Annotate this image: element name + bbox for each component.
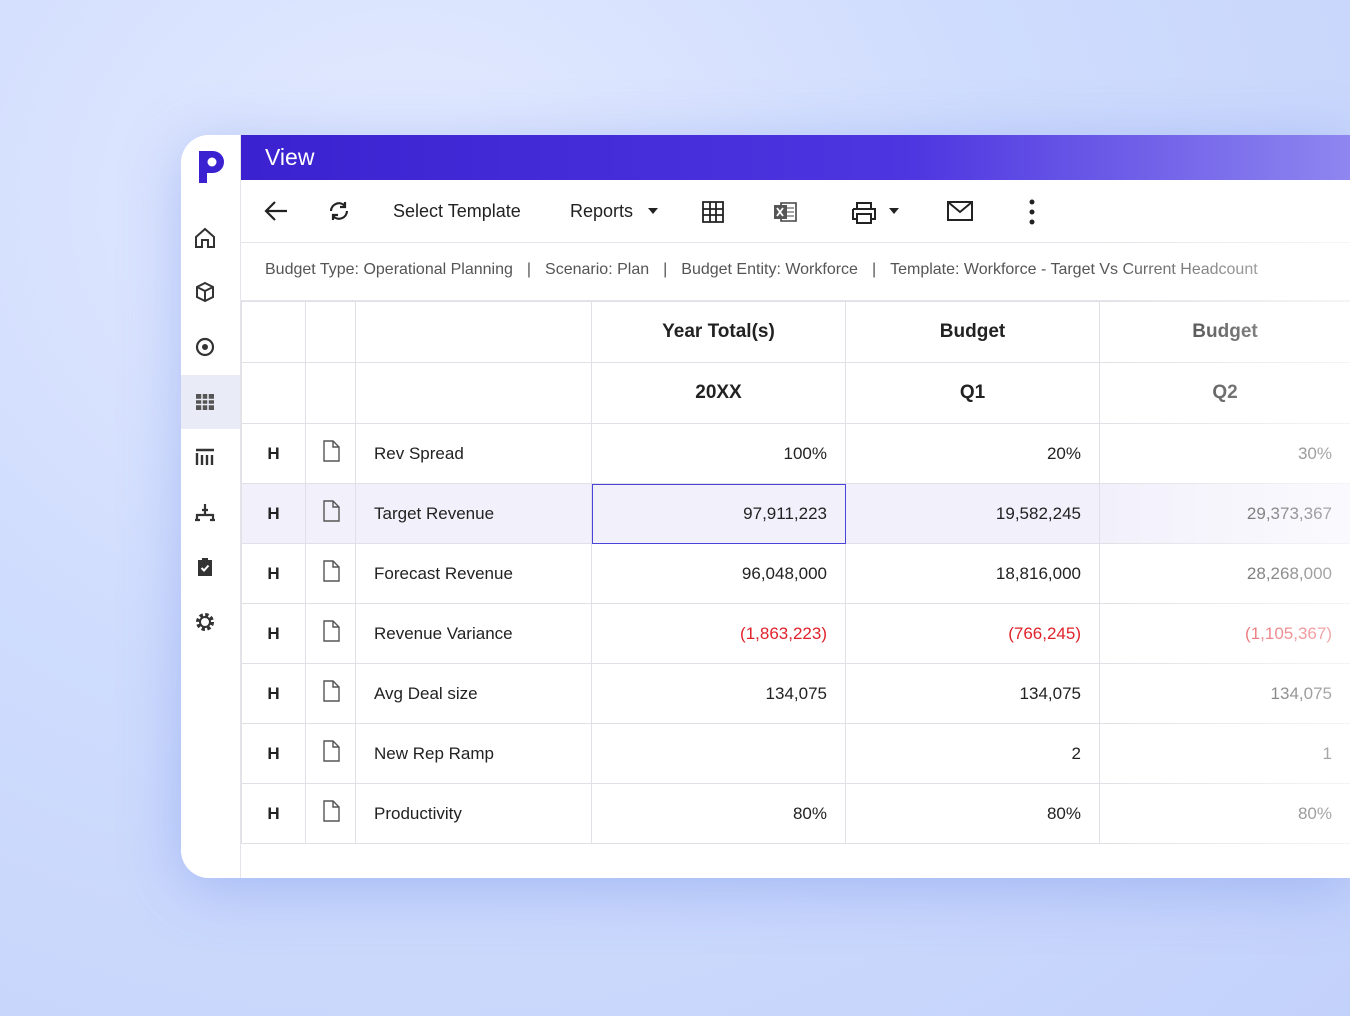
data-row: H Avg Deal size 134,075 134,075 134,075 (241, 663, 1350, 724)
nav-tasks[interactable] (193, 555, 217, 579)
row-label: Productivity (355, 783, 592, 844)
excel-button[interactable] (772, 200, 798, 224)
doc-icon[interactable] (305, 483, 356, 544)
value-cell[interactable]: (1,105,367) (1099, 603, 1350, 664)
value-cell[interactable]: 134,075 (1099, 663, 1350, 724)
value-cell[interactable]: 96,048,000 (591, 543, 846, 604)
row-flag: H (241, 723, 306, 784)
info-bar: Budget Type: Operational Planning | Scenar… (241, 243, 1350, 301)
value-cell[interactable]: 134,075 (591, 663, 846, 724)
separator: | (526, 261, 532, 278)
title: View (265, 144, 315, 170)
info-item: Scenario: Plan (545, 261, 650, 278)
header-row: 20XX Q1 Q2 (241, 362, 1350, 424)
data-row: H Revenue Variance (1,863,223) (766,245) (1,… (241, 603, 1350, 664)
grid-button[interactable] (701, 200, 725, 224)
row-label: Target Revenue (355, 483, 592, 544)
row-flag: H (241, 663, 306, 724)
select-template[interactable]: Select Template (393, 201, 521, 221)
toolbar: Select Template Reports (241, 180, 1350, 243)
value-cell[interactable]: 80% (845, 783, 1100, 844)
logo (199, 151, 224, 183)
print-button[interactable] (851, 200, 899, 226)
row-label: New Rep Ramp (355, 723, 592, 784)
data-row: H Target Revenue 97,911,223 19,582,245 29,37… (241, 483, 1350, 544)
back-button[interactable] (263, 199, 289, 223)
row-flag: H (241, 603, 306, 664)
nav-grid[interactable] (193, 390, 217, 414)
header-row: Year Total(s) Budget Budget (241, 301, 1350, 363)
main: View Select Template Reports Budget Type… (241, 135, 1350, 878)
column-header: Budget (845, 301, 1100, 363)
value-cell[interactable]: (1,863,223) (591, 603, 846, 664)
value-cell[interactable]: 1 (1099, 723, 1350, 784)
refresh-button[interactable] (327, 199, 351, 223)
column-header: Year Total(s) (591, 301, 846, 363)
header-cell (305, 362, 356, 424)
data-grid: Year Total(s) Budget Budget 20XX Q1 Q2 H Rev Sp… (241, 301, 1350, 844)
header-cell (241, 362, 306, 424)
more-button[interactable] (1027, 198, 1037, 226)
value-cell[interactable]: 30% (1099, 423, 1350, 484)
reports-caret[interactable] (647, 207, 659, 215)
value-cell[interactable]: 2 (845, 723, 1100, 784)
header-cell (355, 362, 592, 424)
doc-icon[interactable] (305, 723, 356, 784)
column-header: Q1 (845, 362, 1100, 424)
value-cell[interactable]: 29,373,367 (1099, 483, 1350, 544)
row-label: Revenue Variance (355, 603, 592, 664)
info-item: Template: Workforce - Target Vs Current … (890, 261, 1258, 278)
email-button[interactable] (946, 200, 974, 222)
nav-target[interactable] (193, 335, 217, 359)
nav-hierarchy[interactable] (193, 500, 217, 524)
row-label: Avg Deal size (355, 663, 592, 724)
nav-cube[interactable] (193, 280, 217, 304)
reports-menu[interactable]: Reports (570, 201, 634, 221)
data-row: H Productivity 80% 80% 80% (241, 783, 1350, 844)
value-cell[interactable]: 19,582,245 (845, 483, 1100, 544)
row-label: Forecast Revenue (355, 543, 592, 604)
doc-icon[interactable] (305, 663, 356, 724)
row-flag: H (241, 543, 306, 604)
value-cell[interactable]: 18,816,000 (845, 543, 1100, 604)
separator: | (663, 261, 668, 278)
data-row: H Forecast Revenue 96,048,000 18,816,000 28,… (241, 543, 1350, 604)
value-cell[interactable]: 80% (591, 783, 846, 844)
title-bar: View (241, 135, 1350, 180)
doc-icon[interactable] (305, 603, 356, 664)
value-cell[interactable]: 97,911,223 (591, 483, 846, 544)
column-header: Q2 (1099, 362, 1350, 424)
doc-icon[interactable] (305, 423, 356, 484)
header-cell (355, 301, 592, 363)
row-flag: H (241, 483, 306, 544)
info-item: Budget Entity: Workforce (681, 261, 858, 278)
row-label: Rev Spread (355, 423, 592, 484)
header-cell (305, 301, 356, 363)
value-cell[interactable] (591, 723, 846, 784)
doc-icon[interactable] (305, 543, 356, 604)
app-window: View Select Template Reports Budget Type… (181, 135, 1350, 878)
nav-home[interactable] (193, 226, 217, 250)
row-flag: H (241, 423, 306, 484)
value-cell[interactable]: 20% (845, 423, 1100, 484)
sidebar (181, 135, 241, 878)
nav-settings[interactable] (193, 610, 217, 634)
header-cell (241, 301, 306, 363)
data-row: H Rev Spread 100% 20% 30% (241, 423, 1350, 484)
value-cell[interactable]: (766,245) (845, 603, 1100, 664)
doc-icon[interactable] (305, 783, 356, 844)
value-cell[interactable]: 80% (1099, 783, 1350, 844)
info-item: Budget Type: Operational Planning (265, 261, 513, 278)
nav-reports[interactable] (193, 445, 217, 469)
data-row: H New Rep Ramp 2 1 (241, 723, 1350, 784)
value-cell[interactable]: 134,075 (845, 663, 1100, 724)
value-cell[interactable]: 28,268,000 (1099, 543, 1350, 604)
column-header: Budget (1099, 301, 1350, 363)
column-header: 20XX (591, 362, 846, 424)
separator: | (871, 261, 877, 278)
value-cell[interactable]: 100% (591, 423, 846, 484)
row-flag: H (241, 783, 306, 844)
